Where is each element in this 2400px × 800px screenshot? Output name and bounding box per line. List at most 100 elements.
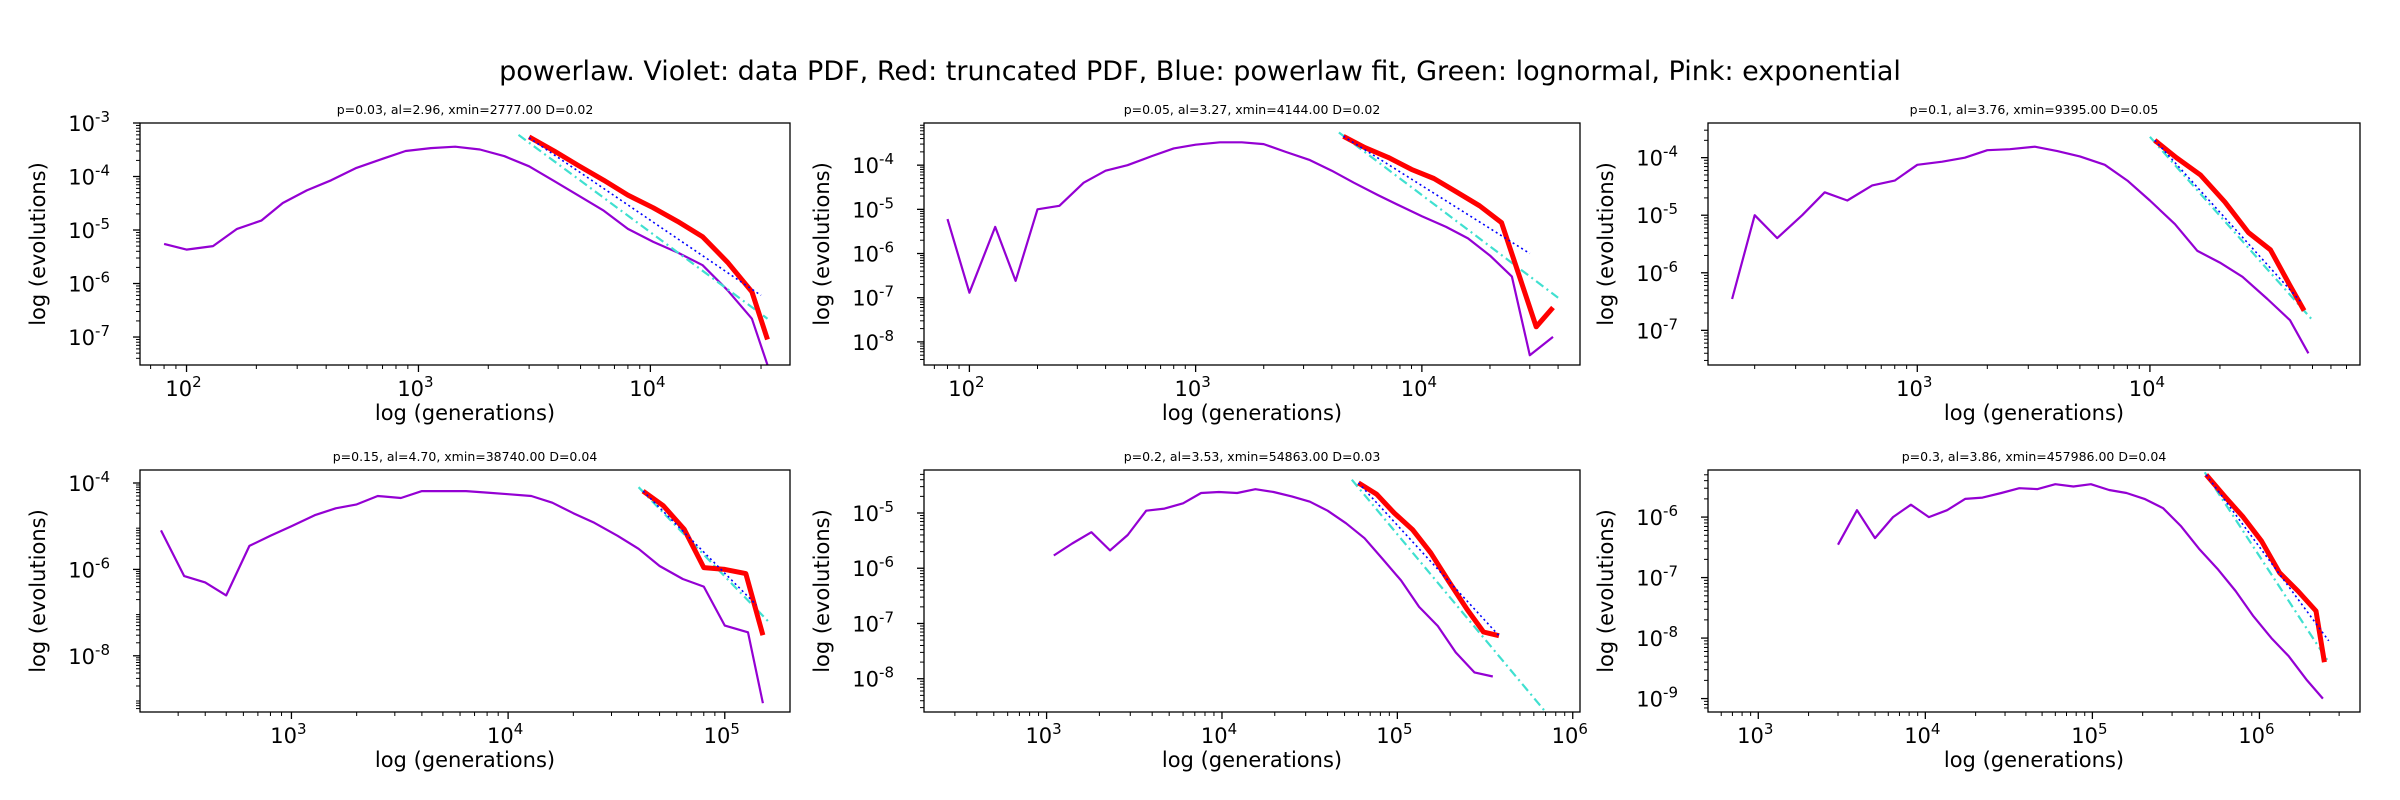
y-tick-label: 10-7 (1636, 563, 1678, 591)
subplot-6: p=0.3, al=3.86, xmin=457986.00 D=0.04 103… (1594, 449, 2361, 772)
subplot-title: p=0.3, al=3.86, xmin=457986.00 D=0.04 (1902, 449, 2167, 464)
series-group (163, 134, 770, 365)
y-axis-label: log (evolutions) (810, 509, 834, 673)
x-tick-label: 103 (1025, 720, 1061, 748)
series-line-truncated-pdf (1357, 480, 1500, 639)
subplot-3: p=0.1, al=3.76, xmin=9395.00 D=0.05 103 10… (1594, 102, 2361, 425)
x-tick-label: 103 (1737, 720, 1773, 748)
x-tick-label: 106 (2238, 720, 2274, 748)
series-line-truncated-pdf (1342, 134, 1555, 330)
minor-ticks (920, 473, 1566, 716)
x-axis-label: log (generations) (375, 401, 555, 425)
y-axis-label: log (evolutions) (26, 509, 50, 673)
subplot-title: p=0.05, al=3.27, xmin=4144.00 D=0.02 (1124, 102, 1381, 117)
series-line-lognormal (1338, 131, 1559, 299)
y-tick-label: 10-7 (1636, 315, 1678, 343)
x-axis-label: log (generations) (1944, 401, 2124, 425)
series-line-lognormal (517, 134, 769, 320)
x-tick-label: 104 (1401, 373, 1437, 401)
series-group (1053, 478, 1547, 712)
subplot-1: p=0.03, al=2.96, xmin=2777.00 D=0.02 102 1… (26, 102, 791, 425)
series-line-powerlaw-fit (642, 490, 757, 606)
series-line-lognormal (2149, 136, 2314, 321)
y-tick-label: 10-7 (852, 283, 894, 311)
series-line-data-pdf (160, 490, 764, 704)
series-line-powerlaw-fit (2154, 139, 2303, 304)
minor-ticks (920, 124, 1559, 369)
y-tick-label: 10-8 (852, 664, 894, 692)
y-tick-label: 10-6 (852, 553, 894, 581)
minor-ticks (1704, 474, 2340, 716)
y-tick-label: 10-9 (1636, 684, 1678, 712)
plot-frame (923, 469, 1581, 713)
plot-frame (139, 122, 791, 366)
y-tick-label: 10-8 (68, 641, 110, 669)
subplot-title: p=0.15, al=4.70, xmin=38740.00 D=0.04 (333, 449, 598, 464)
minor-ticks (1704, 129, 2348, 369)
x-tick-label: 104 (487, 720, 523, 748)
subplot-title: p=0.2, al=3.53, xmin=54863.00 D=0.03 (1124, 449, 1381, 464)
y-tick-label: 10-6 (68, 554, 110, 582)
x-tick-label: 103 (397, 373, 433, 401)
series-group (1837, 471, 2330, 700)
series-line-powerlaw-fit (528, 137, 762, 297)
series-group (1731, 136, 2314, 354)
x-tick-label: 105 (2071, 720, 2107, 748)
series-line-truncated-pdf (2153, 138, 2307, 312)
series-line-truncated-pdf (2204, 473, 2327, 663)
y-tick-label: 10-8 (852, 327, 894, 355)
series-line-truncated-pdf (641, 489, 766, 636)
series-line-powerlaw-fit (2205, 474, 2330, 642)
subplot-4: p=0.15, al=4.70, xmin=38740.00 D=0.04 103… (26, 449, 791, 772)
y-tick-label: 10-4 (68, 468, 110, 496)
x-axis-label: log (generations) (375, 748, 555, 772)
y-tick-label: 10-6 (852, 239, 894, 267)
series-line-data-pdf (1837, 483, 2324, 700)
y-tick-label: 10-4 (852, 150, 894, 178)
figure-suptitle: powerlaw. Violet: data PDF, Red: truncat… (499, 56, 1901, 87)
y-tick-label: 10-6 (68, 269, 110, 297)
y-tick-label: 10-6 (1636, 258, 1678, 286)
x-axis-label: log (generations) (1162, 748, 1342, 772)
subplot-title: p=0.03, al=2.96, xmin=2777.00 D=0.02 (337, 102, 594, 117)
series-line-lognormal (1350, 478, 1547, 712)
y-axis-label: log (evolutions) (810, 162, 834, 326)
y-axis-label: log (evolutions) (1594, 162, 1618, 326)
x-tick-label: 105 (1376, 720, 1412, 748)
plot-frame (1707, 469, 2361, 713)
y-axis-label: log (evolutions) (26, 162, 50, 326)
x-tick-label: 104 (1904, 720, 1940, 748)
x-tick-label: 103 (1896, 373, 1932, 401)
y-tick-label: 10-8 (1636, 623, 1678, 651)
series-group (946, 131, 1559, 357)
plot-frame (1707, 122, 2361, 366)
y-axis-label: log (evolutions) (1594, 509, 1618, 673)
series-line-powerlaw-fit (1357, 482, 1500, 637)
plot-frame (139, 469, 791, 713)
y-tick-label: 10-6 (1636, 502, 1678, 530)
x-axis-label: log (generations) (1944, 748, 2124, 772)
series-line-data-pdf (1053, 488, 1494, 678)
x-tick-label: 102 (165, 373, 201, 401)
y-tick-label: 10-4 (1636, 143, 1678, 171)
series-line-data-pdf (946, 141, 1554, 357)
x-tick-label: 106 (1552, 720, 1588, 748)
x-tick-label: 103 (270, 720, 306, 748)
x-tick-label: 102 (948, 373, 984, 401)
series-line-data-pdf (163, 145, 769, 365)
y-tick-label: 10-3 (68, 108, 110, 136)
y-tick-label: 10-4 (68, 162, 110, 190)
x-tick-label: 104 (1201, 720, 1237, 748)
x-tick-label: 103 (1174, 373, 1210, 401)
x-axis-label: log (generations) (1162, 401, 1342, 425)
minor-ticks (136, 124, 762, 369)
x-tick-label: 104 (2129, 373, 2165, 401)
minor-ticks (136, 484, 716, 716)
y-tick-label: 10-5 (68, 215, 110, 243)
x-tick-label: 105 (704, 720, 740, 748)
subplot-title: p=0.1, al=3.76, xmin=9395.00 D=0.05 (1910, 102, 2159, 117)
series-line-data-pdf (1731, 145, 2310, 354)
series-line-lognormal (637, 486, 770, 623)
x-tick-label: 104 (629, 373, 665, 401)
